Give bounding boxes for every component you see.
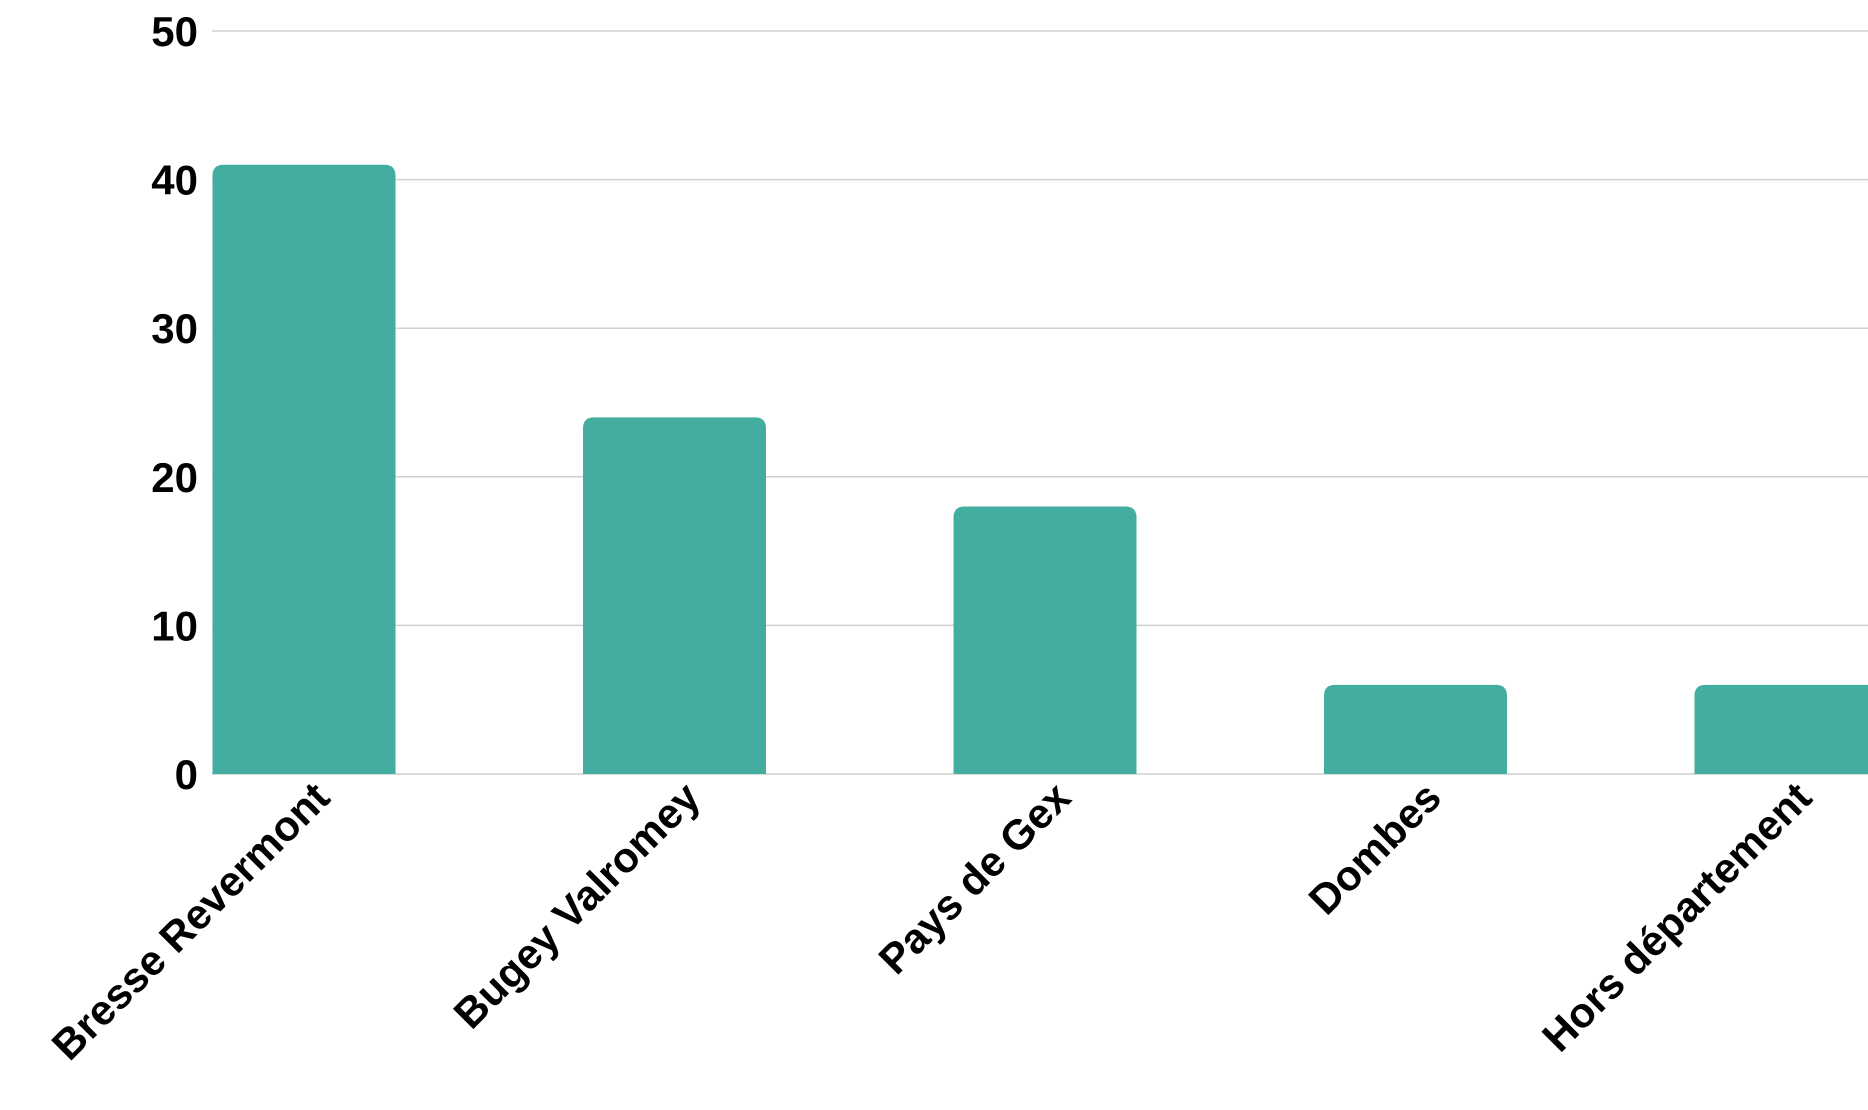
bar-3 (1324, 684, 1507, 774)
x-category-label: Hors département (1533, 773, 1820, 1060)
x-category-label: Bresse Revermont (43, 773, 339, 1069)
bars (212, 164, 1868, 775)
y-tick-label: 10 (151, 602, 198, 649)
y-axis-ticks: 0 10 20 30 40 50 (151, 8, 198, 798)
y-tick-label: 0 (175, 751, 198, 798)
x-axis-labels: Bresse Revermont Bugey Valromey Pays de Ge… (43, 773, 1821, 1069)
bar-2 (953, 506, 1137, 774)
bar-1 (583, 417, 766, 774)
bar-4 (1694, 684, 1868, 774)
y-tick-label: 40 (151, 157, 198, 204)
x-category-label: Dombes (1299, 773, 1449, 923)
bar-0 (212, 164, 396, 775)
y-tick-label: 30 (151, 305, 198, 352)
y-tick-label: 20 (151, 454, 198, 501)
y-grid (212, 30, 1868, 775)
x-category-label: Bugey Valromey (445, 773, 710, 1038)
x-category-label: Pays de Gex (869, 773, 1079, 983)
y-tick-label: 50 (151, 8, 198, 55)
